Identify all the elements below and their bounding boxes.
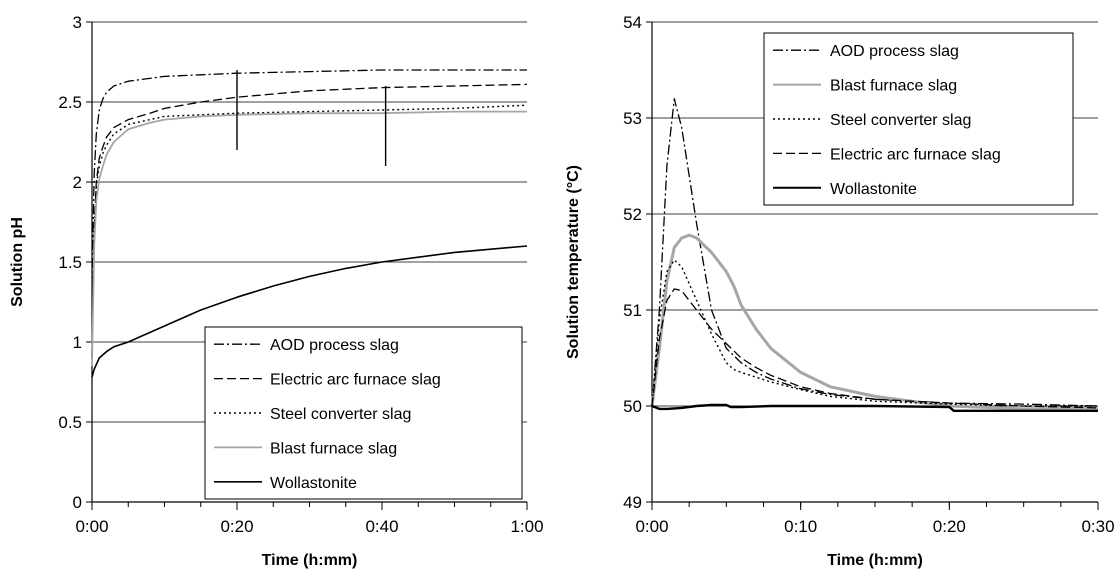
legend-label-4: Wollastonite xyxy=(830,181,917,198)
y-tick-label: 51 xyxy=(623,301,642,320)
y-tick-label: 54 xyxy=(623,13,642,32)
y-tick-label: 1 xyxy=(73,333,82,352)
x-tick-label: 1:00 xyxy=(510,517,543,536)
legend-label-2: Steel converter slag xyxy=(270,406,411,423)
chart-1: 0 0.5 1 1.5 2 2.5 3 0:00 0:20 0:40 1:00 Time (h:mm)… xyxy=(9,13,544,569)
x-tick-label: 0:30 xyxy=(1081,517,1114,536)
y-axis-title: Solution temperature (°C) xyxy=(565,165,582,359)
x-tick-label: 0:00 xyxy=(75,517,108,536)
series-line-2 xyxy=(91,104,528,359)
legend-label-4: Wollastonite xyxy=(270,475,357,492)
y-tick-label: 50 xyxy=(623,397,642,416)
series-line-2 xyxy=(651,259,1098,407)
x-tick-label: 0:40 xyxy=(365,517,398,536)
y-tick-label: 49 xyxy=(623,493,642,512)
y-tick-label: 53 xyxy=(623,109,642,128)
legend-label-3: Electric arc furnace slag xyxy=(830,146,1001,163)
x-tick-label: 0:20 xyxy=(933,517,966,536)
x-tick-label: 0:20 xyxy=(220,517,253,536)
chart-2: 49 50 51 52 53 54 0:00 0:10 0:20 0:30 Time (h:mm) S… xyxy=(565,13,1115,569)
y-tick-label: 2 xyxy=(73,173,82,192)
series-line-0 xyxy=(91,69,527,359)
legend-label-0: AOD process slag xyxy=(270,337,399,354)
y-tick-label: 1.5 xyxy=(58,253,82,272)
legend-label-3: Blast furnace slag xyxy=(270,440,397,457)
x-tick-label: 0:10 xyxy=(784,517,817,536)
x-axis-title: Time (h:mm) xyxy=(827,552,923,569)
series-line-3 xyxy=(91,110,527,367)
y-tick-label: 0 xyxy=(73,493,82,512)
y-axis-title: Solution pH xyxy=(9,217,26,307)
series-line-4 xyxy=(651,403,1098,412)
series-line-1 xyxy=(650,233,1099,411)
x-axis-title: Time (h:mm) xyxy=(262,552,358,569)
legend-label-1: Electric arc furnace slag xyxy=(270,372,441,389)
y-tick-label: 2.5 xyxy=(58,93,82,112)
y-tick-label: 3 xyxy=(73,13,82,32)
series-line-4 xyxy=(91,245,528,378)
series-line-0 xyxy=(651,98,1099,407)
y-tick-label: 0.5 xyxy=(58,413,82,432)
legend-label-1: Blast furnace slag xyxy=(830,78,957,95)
legend-label-2: Steel converter slag xyxy=(830,112,971,129)
legend-box xyxy=(204,326,523,500)
x-tick-label: 0:00 xyxy=(635,517,668,536)
legend-box xyxy=(763,32,1074,206)
legend-label-0: AOD process slag xyxy=(830,43,959,60)
series-line-3 xyxy=(651,288,1099,409)
y-tick-label: 52 xyxy=(623,205,642,224)
series-line-1 xyxy=(91,83,528,359)
